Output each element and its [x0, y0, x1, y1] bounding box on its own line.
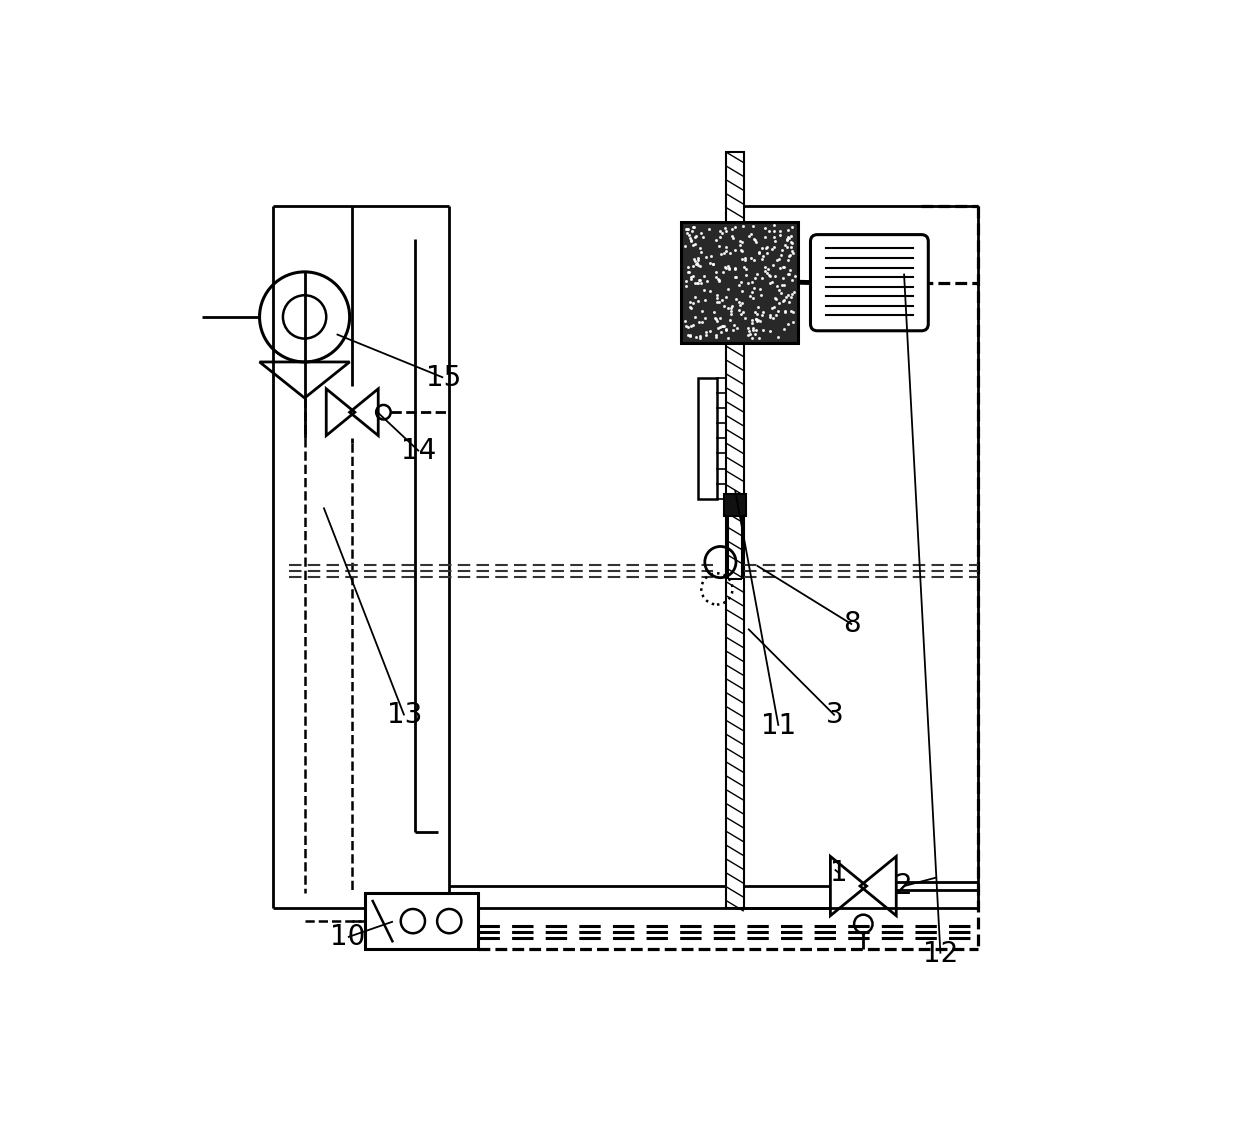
Bar	[724, 495, 746, 516]
Text: 2: 2	[895, 872, 913, 900]
FancyBboxPatch shape	[811, 235, 929, 331]
Text: 11: 11	[761, 712, 796, 740]
Bar	[727, 152, 744, 908]
Text: 10: 10	[330, 924, 366, 951]
Text: 13: 13	[387, 701, 422, 729]
Text: 14: 14	[402, 438, 436, 465]
Text: 3: 3	[826, 701, 843, 729]
Text: 1: 1	[831, 860, 848, 886]
Text: 8: 8	[843, 611, 861, 638]
Text: 15: 15	[425, 363, 461, 391]
Bar	[698, 378, 717, 498]
Bar	[366, 893, 477, 949]
Bar	[682, 222, 799, 343]
Text: 12: 12	[923, 939, 959, 968]
